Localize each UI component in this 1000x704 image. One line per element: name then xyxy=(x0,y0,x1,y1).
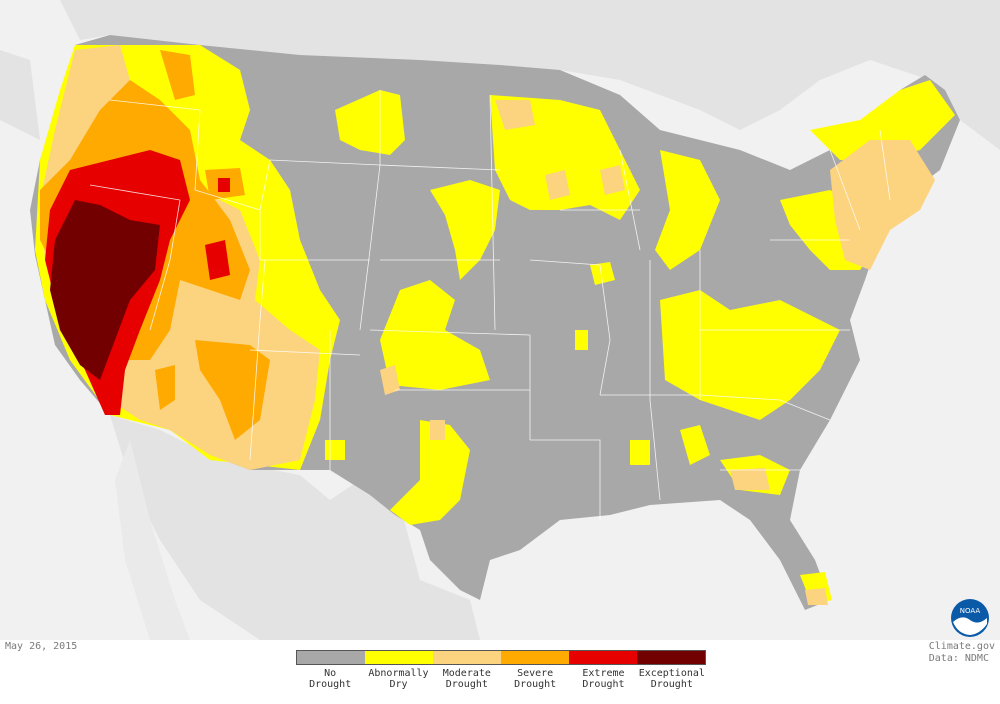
credit-block: Climate.gov Data: NDMC xyxy=(929,641,995,665)
foreign-land xyxy=(0,0,1000,640)
credit-source[interactable]: Climate.gov xyxy=(928,641,995,652)
legend-swatch-abnormally-dry xyxy=(365,651,433,664)
legend-swatch-no-drought xyxy=(297,651,365,664)
legend-label-line: Drought xyxy=(650,679,693,690)
credit-data: Data: NDMC xyxy=(928,653,989,664)
legend-label-line: No xyxy=(324,668,337,679)
legend: No Drought Abnormally Dry Moderate Droug… xyxy=(296,650,706,690)
legend-label-line: Dry xyxy=(389,679,408,690)
legend-label-exceptional: Exceptional Drought xyxy=(638,668,706,690)
legend-label-line: Extreme xyxy=(582,668,625,679)
legend-swatch-exceptional xyxy=(637,651,705,664)
map-date: May 26, 2015 xyxy=(5,641,78,652)
noaa-logo-icon: NOAA xyxy=(951,599,989,637)
noaa-logo-text: NOAA xyxy=(960,607,981,615)
legend-labels: No Drought Abnormally Dry Moderate Droug… xyxy=(296,668,706,690)
legend-label-moderate: Moderate Drought xyxy=(433,668,501,690)
legend-color-bar xyxy=(296,650,706,665)
legend-swatch-extreme xyxy=(569,651,637,664)
map-canvas xyxy=(0,0,1000,640)
drought-map: NOAA xyxy=(0,0,1000,640)
legend-label-line: Drought xyxy=(582,679,625,690)
exceptional-drought-areas xyxy=(50,200,160,380)
legend-label-line: Drought xyxy=(445,679,488,690)
legend-label-line: Exceptional xyxy=(638,668,705,679)
legend-label-severe: Severe Drought xyxy=(501,668,569,690)
legend-label-extreme: Extreme Drought xyxy=(569,668,637,690)
legend-swatch-moderate xyxy=(433,651,501,664)
legend-label-line: Abnormally xyxy=(368,668,429,679)
legend-label-no-drought: No Drought xyxy=(296,668,364,690)
legend-label-abnormally-dry: Abnormally Dry xyxy=(364,668,432,690)
legend-label-line: Moderate xyxy=(442,668,491,679)
legend-label-line: Severe xyxy=(517,668,554,679)
state-borders xyxy=(89,90,891,520)
legend-swatch-severe xyxy=(501,651,569,664)
legend-label-line: Drought xyxy=(309,679,352,690)
legend-label-line: Drought xyxy=(514,679,557,690)
